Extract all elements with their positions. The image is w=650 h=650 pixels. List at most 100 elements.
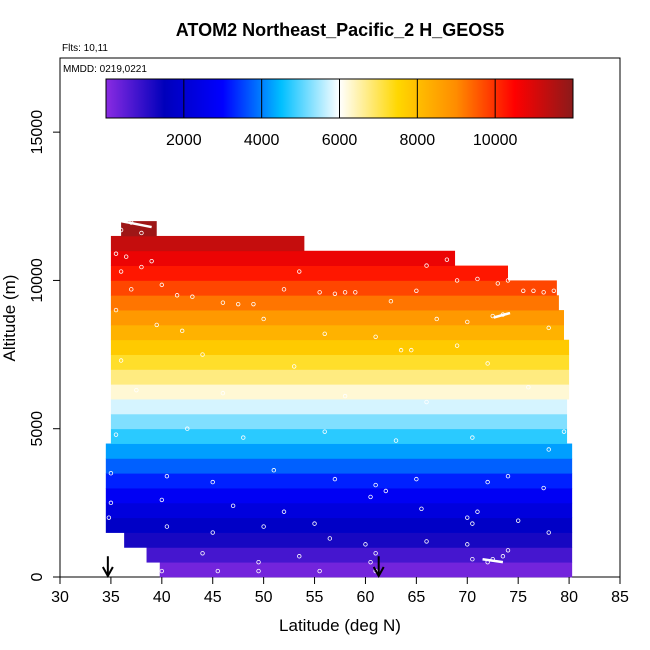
flight-point xyxy=(434,316,439,322)
flight-point xyxy=(154,322,159,328)
flight-point xyxy=(241,435,246,440)
x-axis: 30 35 40 45 50 55 60 65 70 75 80 85 xyxy=(51,577,629,606)
flight-point xyxy=(332,476,338,482)
flight-point xyxy=(363,542,368,547)
chart-title: ATOM2 Northeast_Pacific_2 H_GEOS5 xyxy=(176,20,504,40)
flight-point xyxy=(500,554,506,559)
colorbar-ticks: 2000 4000 6000 8000 10000 xyxy=(166,79,518,149)
colorbar-tick-label: 2000 xyxy=(166,132,202,149)
flight-point xyxy=(297,554,302,559)
flight-point xyxy=(470,435,475,440)
y-tick-label: 0 xyxy=(29,572,46,581)
flight-point xyxy=(108,471,114,476)
heatmap-cell xyxy=(105,473,573,489)
flight-point xyxy=(409,347,414,353)
heatmap-cell xyxy=(121,221,157,237)
flight-point xyxy=(190,294,195,299)
flight-point xyxy=(134,387,139,393)
heatmap-cell xyxy=(110,324,564,341)
flight-point xyxy=(235,301,241,307)
x-axis-label: Latitude (deg N) xyxy=(279,616,401,635)
flight-point xyxy=(342,393,348,399)
flight-point xyxy=(505,548,511,553)
x-tick-label: 75 xyxy=(509,589,527,606)
colorbar-tick-label: 4000 xyxy=(244,132,280,149)
flight-point xyxy=(485,559,490,565)
date-annotation: MMDD: 0219,0221 xyxy=(63,64,147,75)
flight-point xyxy=(113,307,119,313)
heatmap-cell xyxy=(110,354,570,370)
flight-point xyxy=(373,482,378,488)
flight-point xyxy=(342,290,348,295)
flight-track xyxy=(493,311,511,319)
flight-point xyxy=(164,473,170,479)
flight-point xyxy=(353,290,358,295)
x-tick-label: 85 xyxy=(611,589,629,606)
flight-point xyxy=(332,291,338,296)
heatmap-cell xyxy=(110,280,557,296)
flight-point xyxy=(470,557,475,562)
heatmap-cell xyxy=(159,562,573,578)
flight-point xyxy=(317,568,322,574)
flight-point xyxy=(561,429,567,434)
flight-point xyxy=(505,278,511,283)
flight-track xyxy=(120,219,152,229)
heatmap-cell xyxy=(105,488,573,504)
flights-annotation: Flts: 10,11 xyxy=(62,43,108,54)
flight-point xyxy=(424,263,429,268)
flight-point xyxy=(368,494,373,500)
flight-point xyxy=(159,282,165,288)
y-tick-label: 15000 xyxy=(29,110,46,155)
flight-point xyxy=(485,479,490,485)
heatmap-cell xyxy=(110,235,305,252)
flight-point xyxy=(251,301,256,307)
flight-point xyxy=(388,298,394,304)
flight-point xyxy=(118,269,124,274)
flight-point xyxy=(546,325,551,331)
flight-point xyxy=(174,293,180,298)
flight-point xyxy=(159,497,165,503)
heatmap-cell xyxy=(105,502,573,519)
flight-point xyxy=(495,281,501,286)
y-tick-label: 10000 xyxy=(29,258,46,303)
flight-point xyxy=(505,473,511,479)
colorbar-tick-label: 10000 xyxy=(473,132,518,149)
flight-point xyxy=(368,559,373,565)
flight-point xyxy=(139,230,144,236)
flight-point xyxy=(322,429,327,434)
flight-point xyxy=(215,568,221,574)
flight-point xyxy=(281,287,287,292)
flight-point xyxy=(210,479,215,485)
arrow-head xyxy=(372,566,385,579)
flight-point xyxy=(159,568,165,574)
flight-point xyxy=(424,399,429,405)
flight-point xyxy=(444,257,450,262)
flight-points xyxy=(106,220,567,574)
flight-point xyxy=(297,269,302,274)
flight-point xyxy=(256,559,261,565)
flight-point xyxy=(515,518,521,523)
flight-point xyxy=(551,288,557,294)
flight-point xyxy=(200,551,205,556)
flight-point xyxy=(541,485,546,491)
flight-point xyxy=(373,334,378,339)
flight-point xyxy=(490,557,495,562)
flight-point xyxy=(113,251,119,256)
heatmap-cell xyxy=(110,295,559,311)
flight-point xyxy=(118,358,124,363)
flight-point xyxy=(220,300,226,305)
flight-point xyxy=(485,361,490,366)
flight-point xyxy=(465,515,470,520)
heatmap-cell xyxy=(105,517,573,533)
flight-point xyxy=(261,316,266,322)
x-tick-label: 80 xyxy=(560,589,578,606)
flight-point xyxy=(164,524,170,529)
x-tick-label: 40 xyxy=(153,589,171,606)
heatmap-cell xyxy=(124,532,573,548)
y-axis-label: Altitude (m) xyxy=(0,275,19,362)
flight-point xyxy=(129,287,134,292)
flight-point xyxy=(317,290,322,295)
heatmap-cell xyxy=(110,265,508,281)
flight-point xyxy=(546,530,551,535)
heatmap-cell xyxy=(110,384,570,400)
